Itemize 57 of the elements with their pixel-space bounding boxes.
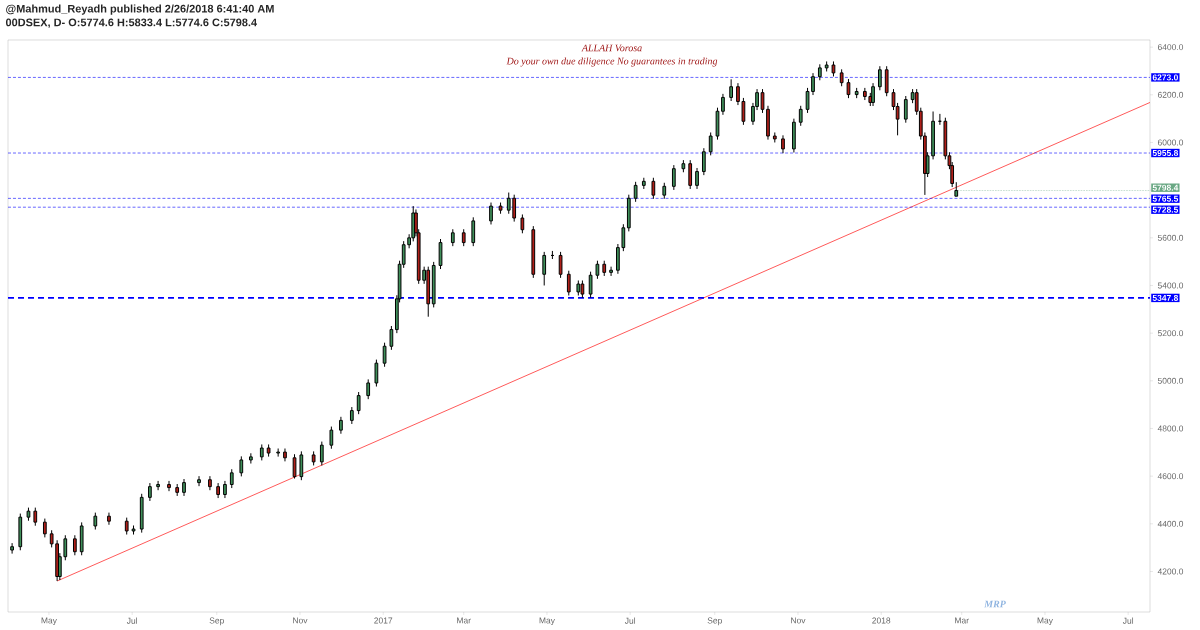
ref-line-label: 5347.8 <box>1152 294 1179 301</box>
y-tick-label: 5000.0 <box>1157 377 1184 384</box>
candlestick <box>283 448 287 462</box>
candlestick <box>695 167 699 190</box>
x-tick-label: May <box>1037 617 1053 626</box>
x-tick-label: Jul <box>1122 617 1134 624</box>
x-tick-label: May <box>41 617 57 626</box>
candlestick <box>156 480 160 491</box>
x-tick-label: Mar <box>955 617 969 624</box>
x-tick-label: Jul <box>624 617 636 624</box>
candlestick <box>489 202 493 225</box>
candlestick <box>792 118 796 153</box>
candlestick <box>249 452 253 465</box>
candlestick <box>10 542 14 555</box>
x-tick-label: Nov <box>791 617 806 624</box>
chart-title: @Mahmud_Reyadh published 2/26/2018 6:41:40 AM <box>6 4 274 15</box>
candlestick <box>339 416 343 435</box>
x-tick-label: 2017 <box>374 617 393 624</box>
candlestick <box>781 134 785 154</box>
candlestick <box>877 65 882 91</box>
candlestick <box>148 482 152 502</box>
candlestick <box>208 475 212 491</box>
y-tick-label: 4400.0 <box>1157 520 1184 527</box>
y-tick-label: 4800.0 <box>1157 425 1184 432</box>
candlestick <box>107 512 111 526</box>
x-tick-label: May <box>539 617 555 626</box>
y-tick-label: 5200.0 <box>1157 330 1184 337</box>
candlestick <box>729 78 733 102</box>
annotation: Do your own due diligence No guarantees in trading <box>506 57 718 67</box>
candlestick <box>609 266 613 277</box>
ref-line-label: 5955.8 <box>1152 150 1179 157</box>
candlestick <box>182 478 186 497</box>
candlestick <box>167 480 171 492</box>
y-tick-label: 6200.0 <box>1157 91 1184 98</box>
x-tick-label: Sep <box>707 617 722 626</box>
ref-line-label: 5728.5 <box>1152 206 1179 213</box>
y-tick-label: 4200.0 <box>1157 568 1184 575</box>
y-tick-label: 6400.0 <box>1157 44 1184 51</box>
ref-line-label: 6273.0 <box>1152 74 1178 81</box>
candlestick <box>72 534 77 556</box>
y-tick-label: 6000.0 <box>1157 139 1184 146</box>
candlestick <box>223 480 227 499</box>
ref-line-label: 5765.5 <box>1152 195 1179 202</box>
x-tick-label: Nov <box>293 617 308 624</box>
y-tick-label: 5600.0 <box>1157 234 1184 241</box>
candlestick <box>216 482 220 499</box>
annotation: 5798.4 <box>1152 184 1179 191</box>
y-tick-label: 4600.0 <box>1157 473 1184 480</box>
x-tick-label: Mar <box>457 617 471 624</box>
x-tick-label: Jul <box>126 617 137 624</box>
chart-subtitle: 00DSEX, D- O:5774.6 H:5833.4 L:5774.6 C:5798.4 <box>5 18 258 28</box>
y-tick-label: 5400.0 <box>1157 282 1184 289</box>
annotation: MRP <box>984 600 1006 608</box>
candlestick <box>197 475 201 487</box>
x-tick-label: Sep <box>209 617 224 626</box>
x-tick-label: 2018 <box>872 617 891 624</box>
annotation: ALLAH Vorosa <box>581 44 642 52</box>
